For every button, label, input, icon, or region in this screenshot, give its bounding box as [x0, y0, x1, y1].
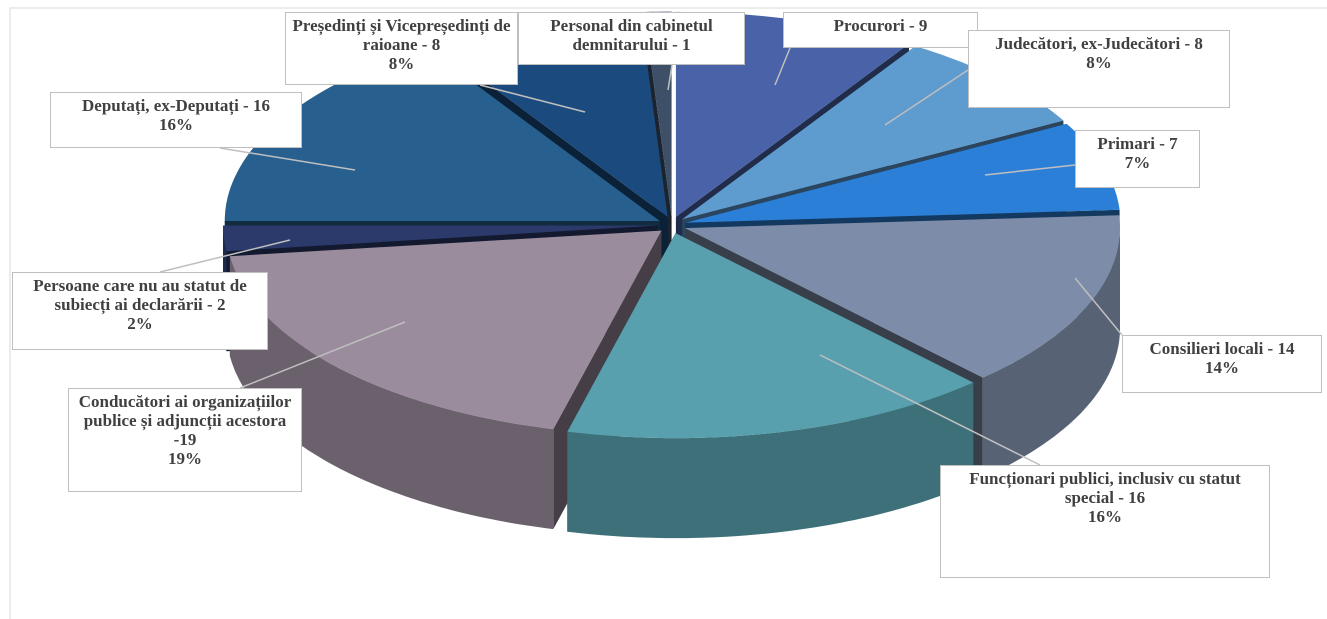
percent-label: 8% — [1086, 53, 1112, 72]
category-label: Deputați, ex-Deputați - 16 — [82, 96, 270, 115]
percent-label: 16% — [159, 115, 193, 134]
slice-outer-side — [567, 382, 974, 539]
leader-line — [984, 164, 1076, 176]
slice — [229, 230, 662, 430]
data-label: Personal din cabinetul demnitarului - 1 — [518, 12, 745, 65]
percent-label: 7% — [1124, 153, 1151, 172]
category-label: Funcționari publici, inclusiv cu statut … — [969, 469, 1241, 507]
leader-line — [239, 321, 406, 389]
category-label: Persoane care nu au statut de subiecți a… — [33, 276, 247, 314]
data-label: Deputați, ex-Deputați - 16 16% — [50, 92, 302, 148]
leader-line — [1074, 277, 1123, 336]
category-label: Judecători, ex-Judecători - 8 — [995, 34, 1203, 53]
leader-line — [479, 84, 586, 113]
leader-line — [667, 64, 673, 91]
data-label: Consilieri locali - 14 14% — [1122, 335, 1322, 393]
category-label: Primari - 7 — [1097, 134, 1178, 153]
leader-line — [774, 47, 791, 86]
slice — [223, 225, 658, 252]
percent-label: 19% — [168, 449, 202, 468]
slice — [224, 47, 660, 222]
percent-label: 8% — [388, 54, 415, 73]
leader-line — [219, 147, 356, 171]
data-label: Primari - 7 7% — [1075, 130, 1200, 188]
leader-line — [819, 354, 1041, 466]
slice-outer-side — [229, 256, 554, 530]
slice — [685, 123, 1120, 223]
category-label: Consilieri locali - 14 — [1149, 339, 1295, 358]
data-label: Conducători ai organizațiilor publice și… — [68, 388, 302, 492]
data-label: Președinți și Vicepreședinți de raioane … — [285, 12, 518, 85]
leader-line — [159, 239, 291, 273]
data-label: Procurori - 9 — [783, 12, 978, 48]
chart-frame — [9, 7, 1327, 619]
slice-outer-side — [982, 228, 1120, 478]
percent-label: 14% — [1205, 358, 1239, 377]
slice — [567, 233, 974, 439]
percent-label: 2% — [127, 314, 153, 333]
leader-line — [884, 69, 969, 126]
category-label: Procurori - 9 — [833, 16, 928, 35]
category-label: Conducători ai organizațiilor publice și… — [78, 392, 292, 449]
data-label: Judecători, ex-Judecători - 8 8% — [968, 30, 1230, 108]
category-label: Personal din cabinetul demnitarului - 1 — [550, 16, 713, 54]
data-label: Persoane care nu au statut de subiecți a… — [12, 272, 268, 350]
data-label: Funcționari publici, inclusiv cu statut … — [940, 465, 1270, 578]
category-label: Președinți și Vicepreședinți de raioane … — [292, 16, 511, 54]
percent-label: 16% — [1088, 507, 1122, 526]
slice — [685, 215, 1120, 378]
